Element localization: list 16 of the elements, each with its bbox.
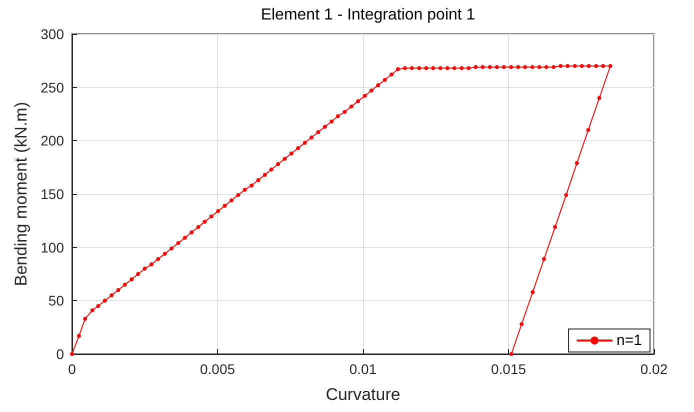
x-tick-label: 0.015 (490, 361, 526, 377)
x-tick-label: 0.005 (200, 361, 236, 377)
y-tick-label: 250 (40, 79, 64, 96)
y-tick-label: 100 (40, 239, 64, 256)
x-tick-label: 0.01 (349, 361, 377, 377)
y-tick-label: 300 (40, 26, 64, 42)
y-tick-label: 50 (48, 292, 64, 309)
y-tick-label: 0 (56, 346, 64, 362)
x-axis-title: Curvature (326, 385, 400, 404)
x-tick-label: 0.02 (640, 361, 668, 377)
y-tick-label: 150 (40, 186, 64, 202)
y-axis-title: Bending moment (kN.m) (12, 102, 31, 286)
y-tick-label: 200 (40, 132, 64, 149)
legend-label: n=1 (616, 332, 642, 349)
chart-title: Element 1 - Integration point 1 (260, 6, 476, 24)
x-tick-label: 0 (68, 361, 76, 377)
